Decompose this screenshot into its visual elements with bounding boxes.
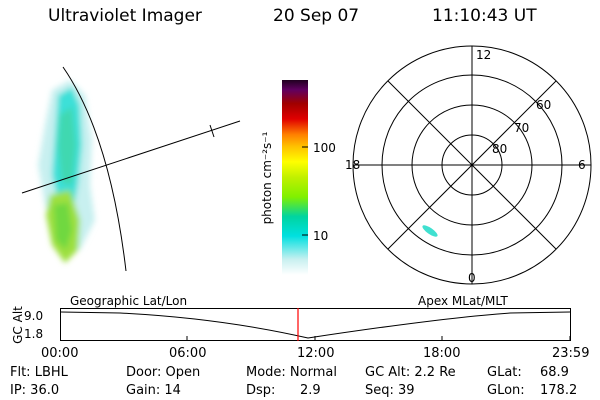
colorbar-unit-label: photon cm⁻²s⁻¹ [260, 131, 274, 225]
mlt-label-12: 12 [476, 48, 491, 62]
colorbar-tick-10: 10 [313, 229, 329, 243]
polar-aurora-spot [422, 225, 438, 237]
geographic-image-panel [21, 66, 241, 272]
gc-altitude-timeline [60, 308, 571, 341]
status-gain: Gain: 14 [126, 383, 181, 398]
status-glat-label: GLat: [487, 365, 522, 380]
x-tick-1800: 18:00 [423, 346, 461, 361]
status-door: Door: Open [126, 365, 201, 380]
x-tick-0000: 00:00 [41, 346, 79, 361]
status-glat-value: 68.9 [540, 365, 569, 380]
mlt-label-0: 0 [468, 271, 476, 285]
timeline-ymax: 9.0 [24, 309, 44, 323]
app-title: Ultraviolet Imager [48, 6, 202, 26]
x-tick-1200: 12:00 [297, 346, 335, 361]
status-glon-value: 178.2 [540, 383, 578, 398]
status-dsp-value: 2.9 [300, 383, 321, 398]
status-glon-label: GLon: [487, 383, 525, 398]
timeline-ymin: 1.8 [24, 327, 44, 341]
x-tick-2359: 23:59 [552, 346, 590, 361]
mlt-label-6: 6 [578, 158, 586, 172]
header-date: 20 Sep 07 [273, 6, 360, 26]
x-tick-0600: 06:00 [169, 346, 207, 361]
polar-mlat-mlt-plot: 12 18 6 0 60 70 80 [345, 45, 592, 285]
lat-label-70: 70 [514, 121, 529, 135]
timeline-left-caption: Geographic Lat/Lon [70, 294, 188, 308]
status-dsp-label: Dsp: [246, 383, 276, 398]
timeline-y-axis-label: GC Alt [10, 306, 25, 344]
colorbar-tick-100: 100 [313, 141, 336, 155]
lat-label-80: 80 [492, 142, 507, 156]
color-scale-bar [282, 80, 308, 275]
timeline-right-caption: Apex MLat/MLT [418, 294, 508, 308]
lat-label-60: 60 [536, 98, 551, 112]
status-mode: Mode: Normal [246, 365, 337, 380]
status-ip: IP: 36.0 [10, 383, 60, 398]
status-filter: Flt: LBHL [10, 365, 68, 380]
status-sequence: Seq: 39 [365, 383, 415, 398]
mlt-label-18: 18 [345, 158, 360, 172]
header-time: 11:10:43 UT [432, 6, 537, 26]
status-gc-altitude: GC Alt: 2.2 Re [365, 365, 456, 380]
